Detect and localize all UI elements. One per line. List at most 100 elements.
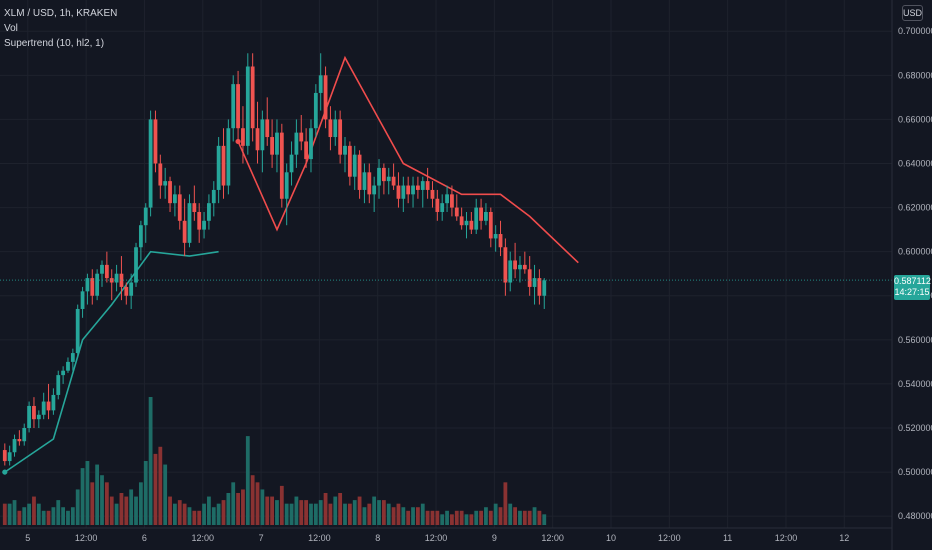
- volume-bar: [484, 507, 488, 525]
- candle-body: [289, 154, 294, 173]
- volume-bar: [406, 510, 411, 525]
- volume-bar: [177, 500, 182, 525]
- volume-bar: [182, 503, 187, 525]
- candle-body: [226, 128, 231, 186]
- volume-bar: [396, 503, 401, 525]
- candle-body: [250, 66, 255, 129]
- volume-bar: [80, 468, 85, 525]
- symbol-title[interactable]: XLM / USD, 1h, KRAKEN: [4, 8, 118, 19]
- volume-bar: [318, 500, 323, 525]
- price-axis[interactable]: 0.480000 0.500000 0.520000 0.540000 0.560000…: [898, 26, 932, 521]
- candle-body: [46, 401, 51, 411]
- volume-bar: [250, 475, 255, 525]
- volume-bar: [202, 503, 206, 525]
- volume-bar: [245, 436, 250, 525]
- volume-bar: [12, 500, 17, 525]
- candle-body: [537, 278, 542, 296]
- last-price-countdown: 14:27:15: [894, 287, 930, 297]
- candle-body: [488, 211, 493, 239]
- candle-body: [207, 203, 211, 221]
- volume-bar: [216, 503, 221, 525]
- candle-body: [294, 132, 299, 155]
- volume-bar: [450, 514, 454, 525]
- volume-bar: [2, 503, 7, 525]
- volume-bar: [255, 482, 260, 525]
- currency-button[interactable]: USD: [902, 5, 923, 21]
- volume-bar: [537, 510, 542, 525]
- candle-body: [70, 353, 75, 362]
- x-tick-label: 8: [375, 533, 380, 543]
- last-price-tag: 0.587112 14:27:15: [894, 275, 931, 300]
- candle-body: [211, 189, 216, 204]
- candle-body: [80, 291, 85, 309]
- volume-bar: [168, 496, 172, 525]
- candle-body: [216, 145, 221, 190]
- x-tick-label: 12:00: [308, 533, 331, 543]
- indicator-legend[interactable]: Supertrend (10, hl2, 1): [4, 38, 105, 49]
- candle-body: [333, 119, 338, 138]
- volume-bar: [343, 503, 347, 525]
- candle-body: [430, 189, 435, 199]
- volume-bar: [304, 500, 309, 525]
- volume-bar: [323, 493, 328, 525]
- volume-bar: [445, 510, 449, 525]
- volume-bar: [163, 464, 168, 525]
- volume-bar: [32, 496, 36, 525]
- candle-body: [221, 145, 226, 186]
- time-axis[interactable]: 5 12:00 6 12:00 7 12:00 8 12:00 9 12:00 10 12:00 11 1…: [25, 533, 849, 543]
- volume-bar: [508, 503, 513, 525]
- candle-body: [503, 247, 508, 283]
- y-tick-label: 0.640000: [898, 158, 932, 168]
- volume-bar: [158, 446, 163, 525]
- volume-bar: [357, 496, 362, 525]
- volume-bar: [241, 489, 245, 525]
- volume-bar: [386, 503, 391, 525]
- volume-bar: [236, 493, 240, 525]
- volume-bar: [459, 510, 464, 525]
- volume-bar: [207, 496, 211, 525]
- candle-body: [100, 264, 104, 274]
- candle-body: [469, 220, 474, 230]
- candle-body: [61, 370, 66, 376]
- volume-bar: [469, 514, 474, 525]
- volume-bar: [119, 493, 124, 525]
- candle-body: [479, 207, 483, 221]
- candle-body: [241, 128, 245, 146]
- x-tick-label: 12:00: [658, 533, 681, 543]
- volume-bar: [352, 500, 357, 525]
- candle-body: [522, 264, 527, 270]
- candle-body: [425, 181, 430, 190]
- candle-body: [527, 269, 532, 287]
- volume-bar: [367, 503, 372, 525]
- candle-body: [231, 84, 236, 129]
- volume-bar: [328, 503, 333, 525]
- volume-bars: [2, 397, 547, 525]
- volume-bar: [27, 503, 31, 525]
- candle-body: [158, 163, 163, 186]
- volume-bar: [435, 510, 440, 525]
- volume-bar: [260, 489, 265, 525]
- candle-body: [36, 414, 41, 420]
- candle-body: [304, 141, 309, 160]
- volume-bar: [294, 496, 299, 525]
- x-tick-label: 12:00: [775, 533, 798, 543]
- candle-body: [260, 119, 265, 151]
- candle-body: [275, 132, 279, 155]
- candle-body: [51, 394, 56, 411]
- volume-bar: [411, 507, 415, 525]
- volume-bar: [299, 500, 304, 525]
- candle-body: [134, 247, 138, 283]
- candle-body: [391, 176, 396, 186]
- candle-body: [124, 286, 129, 296]
- candle-body: [343, 145, 347, 155]
- volume-bar: [7, 503, 12, 525]
- volume-bar: [104, 482, 109, 525]
- candle-body: [143, 207, 148, 226]
- volume-bar: [338, 493, 343, 525]
- candle-body: [114, 273, 119, 283]
- volume-bar: [527, 510, 532, 525]
- candle-body: [347, 145, 352, 177]
- candle-body: [313, 92, 318, 129]
- volume-legend[interactable]: Vol: [4, 23, 18, 34]
